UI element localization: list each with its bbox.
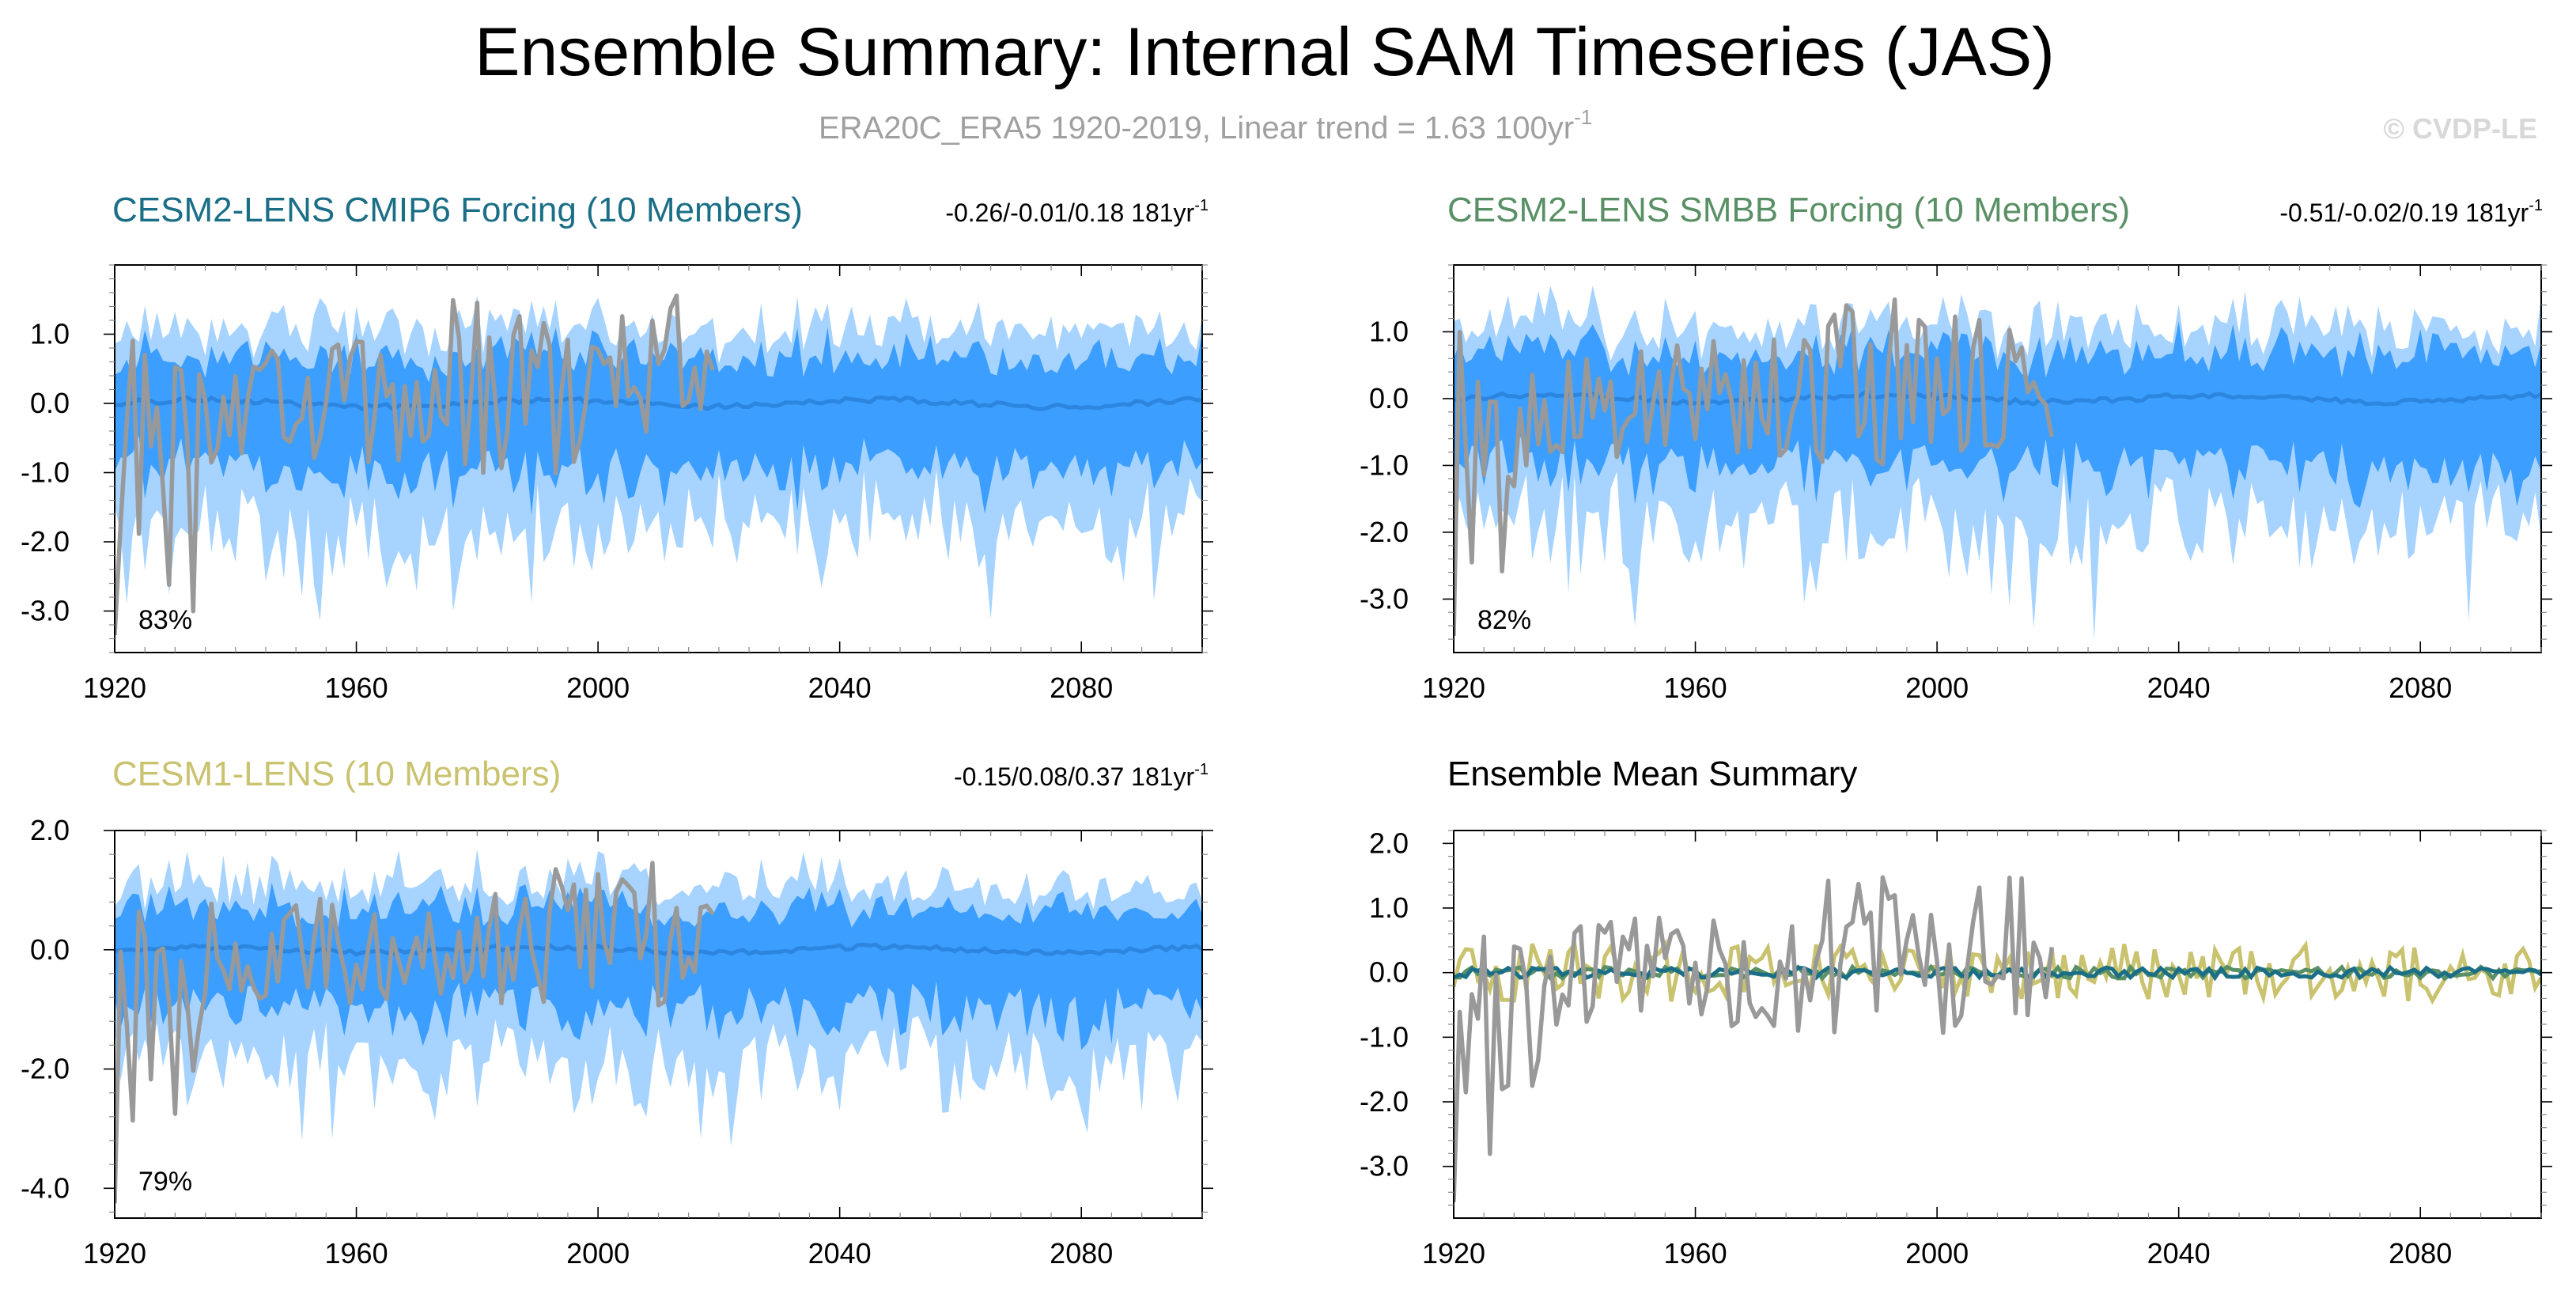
trend-label-text: -0.51/-0.02/0.19 181yr: [2279, 199, 2529, 227]
y-tick-label: 2.0: [30, 814, 70, 846]
y-tick-label: -4.0: [21, 1171, 70, 1204]
panel-title: CESM2-LENS CMIP6 Forcing (10 Members): [112, 191, 803, 229]
trend-label-text: -0.15/0.08/0.37 181yr: [954, 762, 1195, 791]
plot-area: [1454, 286, 2541, 641]
subtitle-text: ERA20C_ERA5 1920-2019, Linear trend = 1.…: [819, 111, 1574, 146]
panel-title: Ensemble Mean Summary: [1447, 755, 1857, 793]
y-tick-label: -1.0: [1360, 448, 1409, 481]
trend-label-text: -0.26/-0.01/0.18 181yr: [945, 199, 1194, 227]
x-tick-label: 2080: [1050, 672, 1113, 704]
x-tick-label: 2040: [808, 672, 872, 704]
x-tick-label: 1920: [1422, 1237, 1485, 1269]
plot-area: [115, 849, 1202, 1204]
y-tick-label: 0.0: [30, 387, 70, 419]
x-tick-label: 2040: [808, 1237, 872, 1269]
trend-label-exponent: -1: [2529, 197, 2543, 214]
x-tick-label: 1920: [1422, 672, 1485, 704]
observations-line: [115, 861, 715, 1204]
ensemble-mean-line: [115, 395, 1202, 412]
x-tick-label: 2000: [566, 1237, 630, 1269]
panel-cesm2_cmip6: CESM2-LENS CMIP6 Forcing (10 Members) -0.…: [21, 191, 1213, 704]
x-tick-label: 2040: [2147, 1237, 2211, 1269]
subtitle-exponent: -1: [1574, 105, 1592, 129]
x-tick-label: 2080: [2389, 1237, 2452, 1269]
y-tick-label: -2.0: [21, 1053, 70, 1085]
panel-title: CESM2-LENS SMBB Forcing (10 Members): [1447, 191, 2130, 229]
trend-label: -0.26/-0.01/0.18 181yr-1: [945, 197, 1209, 227]
panel-cesm1_lens: CESM1-LENS (10 Members) -0.15/0.08/0.37 1…: [21, 755, 1213, 1269]
y-tick-label: 0.0: [30, 933, 70, 966]
y-tick-label: -3.0: [1360, 582, 1409, 615]
y-tick-label: 1.0: [1369, 315, 1409, 347]
trend-label-exponent: -1: [1194, 761, 1209, 778]
y-tick-label: -3.0: [1360, 1150, 1409, 1182]
y-tick-label: -1.0: [1360, 1020, 1409, 1053]
x-tick-label: 2000: [1905, 1237, 1969, 1269]
y-tick-label: -2.0: [1360, 1085, 1409, 1118]
x-tick-label: 1960: [1664, 1237, 1727, 1269]
plot-area: [115, 293, 1202, 636]
percent-label: 79%: [138, 1167, 192, 1197]
plot-frame: [1453, 830, 2542, 1219]
y-tick-label: 2.0: [1369, 827, 1409, 859]
panel-cesm2_smbb: CESM2-LENS SMBB Forcing (10 Members) -0.5…: [1360, 191, 2552, 704]
y-tick-label: 1.0: [1369, 891, 1409, 924]
y-tick-label: -2.0: [21, 525, 70, 558]
x-tick-label: 2080: [1050, 1237, 1113, 1269]
spread-band-inner: [115, 327, 1202, 516]
observations-line: [115, 293, 715, 636]
panel-ensemble_mean_summary: Ensemble Mean Summary 1920 1960 2000 2040 208…: [1360, 755, 2552, 1269]
trend-label-exponent: -1: [1194, 197, 1209, 214]
watermark: © CVDP-LE: [2383, 112, 2537, 145]
percent-label: 83%: [138, 605, 192, 635]
x-tick-label: 1920: [83, 672, 146, 704]
x-tick-label: 2040: [2147, 672, 2211, 704]
y-tick-label: 0.0: [1369, 382, 1409, 414]
main-title: Ensemble Summary: Internal SAM Timeserie…: [475, 14, 2055, 90]
x-tick-label: 1920: [83, 1237, 146, 1269]
trend-label: -0.15/0.08/0.37 181yr-1: [954, 761, 1209, 791]
percent-label: 82%: [1477, 605, 1531, 635]
cesm1-mean-line: [1454, 938, 2541, 1005]
subtitle: ERA20C_ERA5 1920-2019, Linear trend = 1.…: [819, 105, 1592, 146]
x-tick-label: 1960: [325, 672, 388, 704]
observations-line: [1454, 875, 2055, 1202]
y-tick-label: -1.0: [21, 456, 70, 489]
y-tick-label: 0.0: [1369, 956, 1409, 989]
spread-band-inner: [1454, 321, 2541, 509]
plot-area: [1454, 875, 2541, 1202]
observations-line: [1454, 297, 2055, 636]
panels-group: CESM2-LENS CMIP6 Forcing (10 Members) -0.…: [21, 191, 2552, 1269]
y-tick-label: -2.0: [1360, 516, 1409, 548]
x-tick-label: 2000: [1905, 672, 1969, 704]
y-tick-label: 1.0: [30, 318, 70, 350]
panel-title: CESM1-LENS (10 Members): [112, 755, 561, 793]
y-tick-label: -3.0: [21, 595, 70, 627]
trend-label: -0.51/-0.02/0.19 181yr-1: [2279, 197, 2543, 227]
x-tick-label: 2000: [566, 672, 630, 704]
ensemble-mean-line: [115, 942, 1202, 957]
x-tick-label: 2080: [2389, 672, 2452, 704]
x-tick-label: 1960: [1664, 672, 1727, 704]
x-tick-label: 1960: [325, 1237, 388, 1269]
